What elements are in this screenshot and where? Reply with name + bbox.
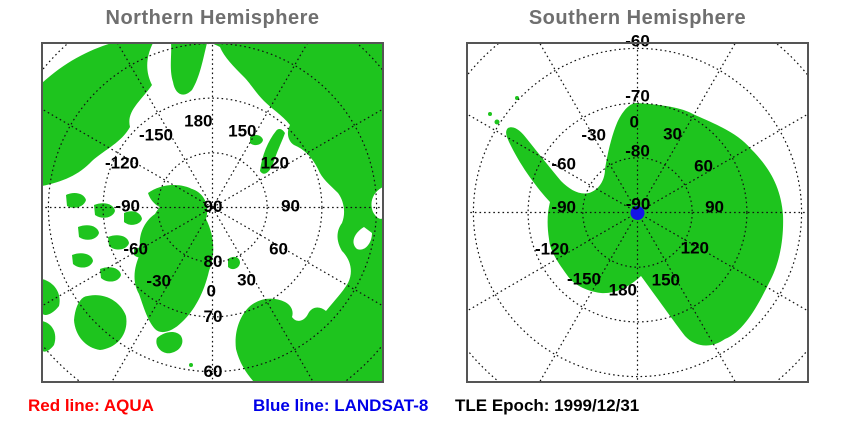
south-meridian-label-minus90: -90	[551, 198, 576, 217]
land-iceland	[156, 332, 183, 354]
south-latitude-label-minus80: -80	[625, 142, 650, 161]
land-arctic-island-6	[72, 253, 93, 268]
land-arctic-island-4	[78, 225, 99, 240]
south-meridian-label-180: 180	[609, 281, 637, 300]
north-meridian-label-90: 90	[281, 197, 300, 216]
land-arctic-island-1	[66, 192, 86, 208]
north-meridian-label-minus120: -120	[105, 154, 139, 173]
land-antarctica	[506, 103, 784, 346]
south-pole-label: -90	[626, 195, 651, 214]
north-latitude-label-80: 80	[204, 252, 223, 271]
north-meridian-label-minus60: -60	[123, 240, 148, 259]
legend-blue-line-landsat8: Blue line: LANDSAT-8	[253, 396, 429, 415]
south-latitude-label-minus60: -60	[625, 32, 650, 51]
land-faroe	[189, 363, 193, 367]
south-landmasses	[488, 96, 784, 346]
south-meridian-label-minus150: -150	[567, 270, 601, 289]
south-map-border	[466, 42, 809, 383]
land-arctic-island-7	[100, 267, 121, 282]
north-meridian-label-60: 60	[269, 240, 288, 259]
north-labels: 180 150 120 90 60 30 0 -30 -60 -90 -120 …	[105, 112, 300, 382]
north-latitude-label-70: 70	[204, 307, 223, 326]
north-meridian-label-30: 30	[237, 271, 256, 290]
land-greenland	[134, 188, 214, 333]
land-new-siberian-islands	[250, 134, 263, 146]
south-meridian-label-150: 150	[652, 271, 680, 290]
north-map-graphics	[42, 43, 383, 382]
south-map-graphics	[467, 43, 808, 382]
north-landmasses	[42, 43, 383, 382]
south-meridian-label-minus60: -60	[551, 155, 576, 174]
south-meridian-label-120: 120	[681, 239, 709, 258]
south-meridian-label-90: 90	[705, 198, 724, 217]
north-meridian-label-minus30: -30	[146, 272, 171, 291]
south-graticule	[467, 43, 808, 382]
legend-red-line-aqua: Red line: AQUA	[28, 396, 154, 415]
land-south-orkney	[515, 96, 519, 100]
north-pole-label: 90	[204, 197, 223, 216]
southern-hemisphere-map: 0 30 60 90 120 150 180 -150 -120 -90 -60…	[466, 32, 809, 383]
south-meridian-label-0: 0	[630, 113, 639, 132]
north-meridian-label-minus90: -90	[115, 197, 140, 216]
land-peninsula-island-1	[494, 119, 500, 125]
south-meridian-label-minus120: -120	[535, 240, 569, 259]
north-latitude-label-60: 60	[204, 362, 223, 381]
north-map-title: Northern Hemisphere	[105, 7, 320, 29]
north-meridian-label-minus150: -150	[139, 126, 173, 145]
south-map-title: Southern Hemisphere	[528, 7, 747, 29]
south-latitude-label-minus70: -70	[625, 87, 650, 106]
land-alaska	[42, 43, 153, 186]
north-meridian-label-0: 0	[207, 282, 216, 301]
north-meridian-label-150: 150	[228, 122, 256, 141]
land-arctic-island-5	[108, 235, 129, 250]
north-meridian-label-120: 120	[261, 154, 289, 173]
south-meridian-label-minus30: -30	[581, 126, 606, 145]
landsat8-position-dot	[630, 206, 645, 220]
south-meridian-label-60: 60	[694, 157, 713, 176]
land-novaya-zemlya	[260, 128, 285, 174]
sea-ob-gulf	[371, 187, 383, 219]
land-svalbard	[228, 256, 240, 270]
north-map-border	[41, 42, 384, 383]
land-baffin	[74, 295, 127, 350]
land-arctic-island-2	[94, 203, 115, 218]
south-meridian-label-30: 30	[663, 125, 682, 144]
land-peninsula-island-2	[488, 112, 492, 116]
land-quebec	[42, 321, 56, 352]
north-meridian-label-180: 180	[184, 112, 212, 131]
land-chukotka	[170, 43, 207, 95]
northern-hemisphere-map: 180 150 120 90 60 30 0 -30 -60 -90 -120 …	[41, 42, 384, 383]
sea-yenisei-gulf	[353, 227, 372, 250]
land-siberia-europe	[209, 43, 383, 382]
land-canada-west	[42, 279, 60, 315]
land-arctic-island-8	[134, 247, 147, 258]
legend-tle-epoch: TLE Epoch: 1999/12/31	[455, 396, 640, 415]
land-arctic-island-3	[124, 211, 142, 225]
south-labels: 0 30 60 90 120 150 180 -150 -120 -90 -60…	[535, 32, 724, 300]
